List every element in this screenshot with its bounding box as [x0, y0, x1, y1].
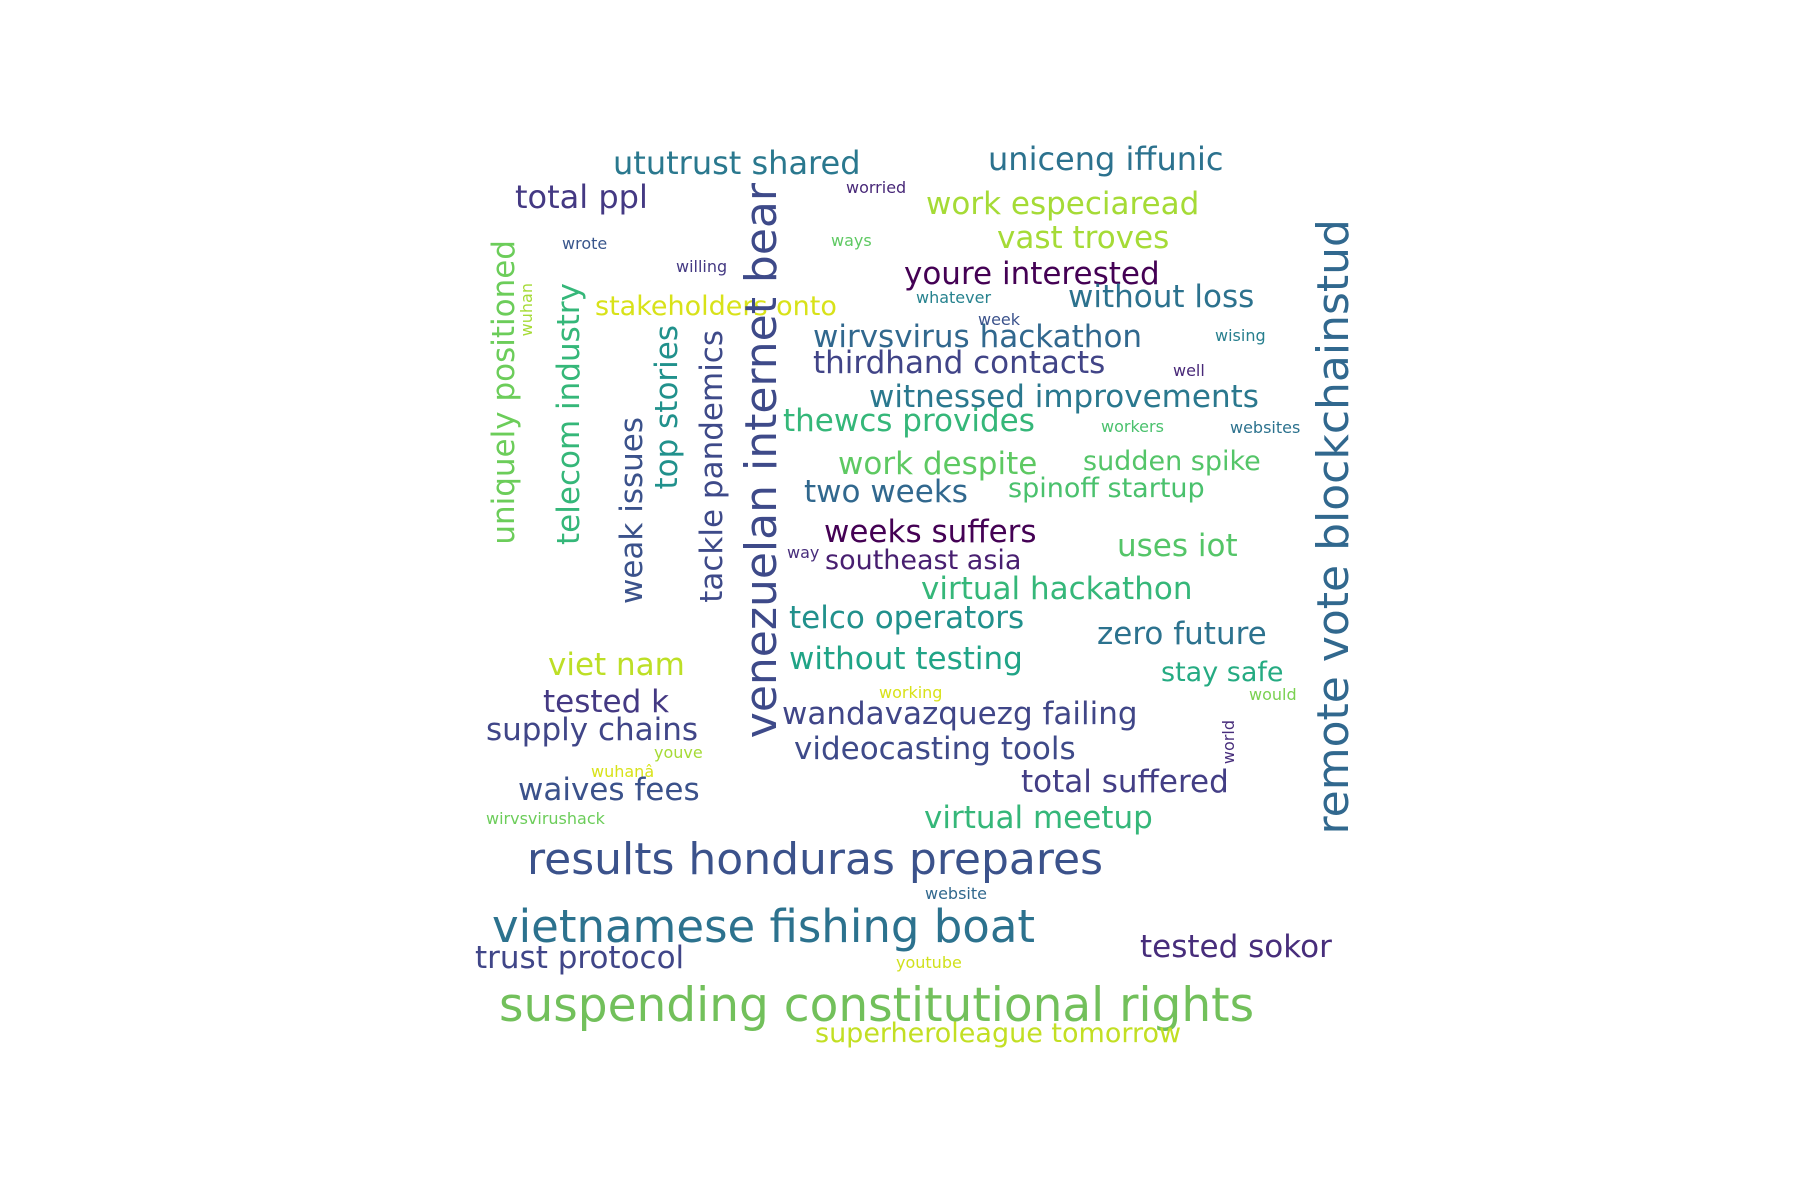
word: vietnamese fishing boat — [492, 900, 1036, 953]
word-vertical: telecom industry — [551, 283, 587, 545]
word: wirvsvirushack — [486, 809, 605, 828]
word: waives fees — [518, 772, 700, 808]
word: youve — [654, 743, 703, 762]
word: wuhanâ — [591, 762, 655, 781]
word: southeast asia — [825, 545, 1022, 576]
word: supply chains — [486, 712, 699, 748]
word: without testing — [789, 641, 1023, 677]
word: wandavazquezg failing — [782, 696, 1138, 732]
word: vast troves — [997, 220, 1170, 256]
word: websites — [1230, 418, 1301, 437]
word: ututrust shared — [613, 144, 861, 182]
word: virtual meetup — [924, 800, 1153, 836]
word: results honduras prepares — [527, 834, 1103, 885]
word: way — [787, 543, 820, 562]
word: thewcs provides — [783, 403, 1035, 439]
word: working — [879, 683, 943, 702]
word-vertical: uniquely positioned — [486, 240, 522, 545]
word: willing — [676, 257, 728, 276]
word: wising — [1215, 326, 1266, 345]
word: virtual hackathon — [921, 571, 1193, 607]
word: zero future — [1097, 616, 1267, 652]
word: superheroleague tomorrow — [815, 1018, 1182, 1049]
word: whatever — [916, 288, 992, 307]
word: uniceng iffunic — [988, 140, 1224, 178]
word: well — [1173, 361, 1205, 380]
word: website — [925, 884, 987, 903]
word-vertical: venezuelan internet bear — [736, 183, 787, 739]
word-vertical: world — [1219, 720, 1238, 765]
word: tested sokor — [1140, 929, 1332, 965]
word: week — [978, 310, 1021, 329]
word-vertical: top stories — [649, 325, 685, 490]
word: telco operators — [789, 600, 1025, 636]
word-vertical: weak issues — [614, 417, 650, 605]
word-vertical: remote vote blockchainstud — [1308, 219, 1359, 835]
word: would — [1249, 685, 1297, 704]
word: ways — [831, 231, 872, 250]
word: work despite — [838, 446, 1038, 482]
word: wrote — [562, 234, 608, 253]
word-vertical: tackle pandemics — [694, 330, 730, 603]
word: videocasting tools — [794, 731, 1076, 767]
word: wirvsvirus hackathon — [813, 319, 1143, 355]
word: spinoff startup — [1008, 473, 1205, 504]
word: stay safe — [1161, 657, 1284, 688]
word: youre interested — [904, 256, 1160, 292]
word: two weeks — [804, 474, 968, 510]
word: youtube — [896, 953, 962, 972]
word: work especiaread — [926, 186, 1200, 222]
word: thirdhand contacts — [813, 345, 1106, 381]
word: trust protocol — [475, 940, 685, 976]
word: stakeholders onto — [595, 291, 837, 322]
word: weeks suffers — [824, 514, 1037, 550]
word: uses iot — [1117, 528, 1238, 564]
word: total suffered — [1021, 764, 1229, 800]
word: sudden spike — [1083, 446, 1261, 477]
word: total ppl — [515, 178, 648, 216]
word: tested k — [543, 684, 670, 720]
word: witnessed improvements — [869, 379, 1259, 415]
word: viet nam — [548, 647, 685, 683]
word: workers — [1101, 417, 1164, 436]
word: without loss — [1068, 279, 1255, 315]
word: suspending constitutional rights — [499, 978, 1255, 1033]
word: worried — [846, 178, 907, 197]
word-vertical: wuhan — [517, 283, 536, 337]
